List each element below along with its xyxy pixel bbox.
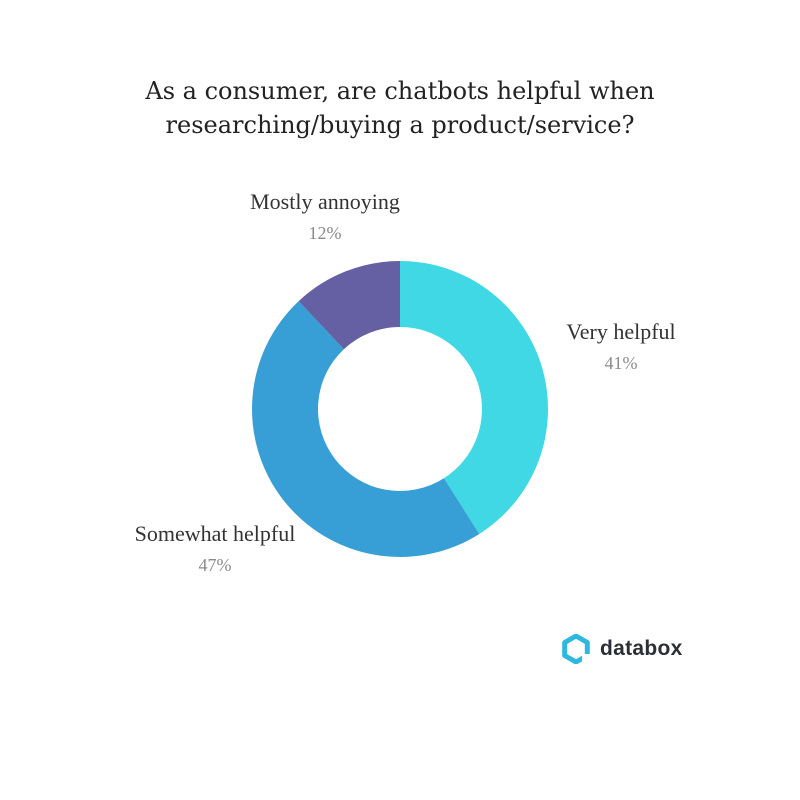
databox-branding: databox (561, 633, 683, 665)
databox-logo-icon (562, 634, 590, 664)
slice-very-helpful (400, 261, 549, 534)
label-very-helpful: Very helpful (566, 319, 675, 344)
label-somewhat-helpful: Somewhat helpful (135, 521, 296, 546)
slice-labels: Very helpful 41% Somewhat helpful 47% Mo… (135, 189, 676, 575)
value-somewhat-helpful: 47% (199, 555, 232, 575)
chart-title-line-1: As a consumer, are chatbots helpful when (145, 77, 655, 105)
value-very-helpful: 41% (605, 353, 638, 373)
label-mostly-annoying: Mostly annoying (250, 189, 400, 214)
chart-title-line-2: researching/buying a product/service? (165, 111, 635, 139)
chart-title: As a consumer, are chatbots helpful when… (0, 74, 800, 142)
value-mostly-annoying: 12% (309, 223, 342, 243)
slice-somewhat-helpful (252, 301, 480, 557)
brand-name: databox (600, 637, 683, 660)
donut-slices (252, 261, 549, 557)
slice-mostly-annoying (298, 261, 400, 350)
